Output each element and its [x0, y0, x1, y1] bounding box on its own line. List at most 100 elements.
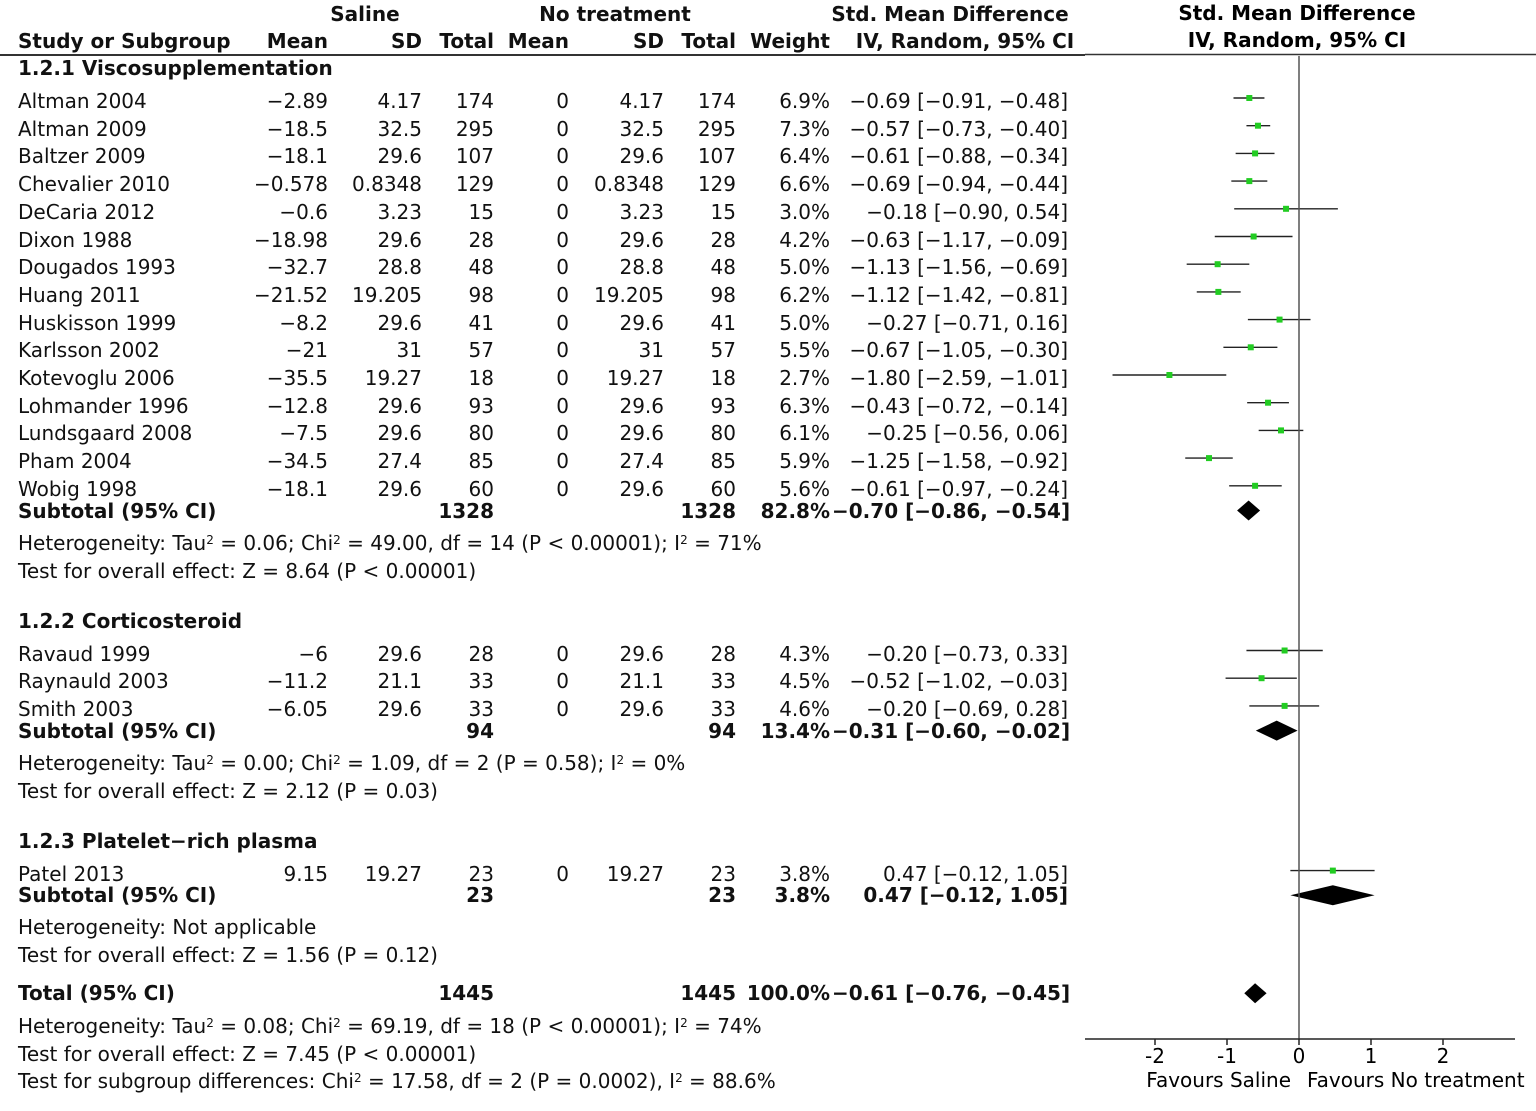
col-sd1-header: SD	[390, 29, 422, 53]
study-weight: 6.1%	[779, 421, 830, 446]
heterogeneity-text: Heterogeneity: Tau2 = 0.06; Chi2 = 49.00…	[18, 530, 762, 555]
col-total2-header: Total	[681, 29, 736, 53]
study-sd2: 29.6	[619, 310, 664, 335]
study-weight: 5.5%	[779, 338, 830, 363]
study-n2: 48	[710, 255, 736, 280]
study-m1: −21.52	[253, 282, 328, 307]
study-sd2: 29.6	[619, 641, 664, 666]
study-m1: −2.89	[266, 89, 328, 113]
total-weight: 100.0%	[746, 981, 830, 1006]
study-n2: 23	[710, 861, 736, 886]
study-n2: 85	[710, 449, 736, 474]
study-m2: 0	[556, 696, 569, 721]
study-m1: −18.1	[266, 476, 328, 501]
study-sd1: 29.6	[377, 227, 422, 252]
study-n1: 33	[468, 669, 494, 694]
study-m2: 0	[556, 116, 569, 141]
subtotal-ci: −0.70 [−0.86, −0.54]	[832, 498, 1071, 523]
subgroup-differences-text: Test for subgroup differences: Chi2 = 17…	[18, 1069, 776, 1094]
group-title: 1.2.2 Corticosteroid	[18, 608, 243, 633]
study-n2: 93	[710, 393, 736, 418]
study-m1: −34.5	[266, 449, 328, 474]
overall-effect-text: Test for overall effect: Z = 1.56 (P = 0…	[18, 943, 438, 968]
study-n1: 48	[468, 255, 494, 280]
x-tick-label: 1	[1365, 1044, 1378, 1068]
study-name: Karlsson 2002	[18, 338, 160, 363]
study-point	[1283, 205, 1290, 212]
study-name: DeCaria 2012	[18, 199, 156, 224]
col-sd2-header: SD	[632, 29, 664, 53]
study-ci: −0.69 [−0.94, −0.44]	[849, 172, 1068, 197]
study-ci: −0.43 [−0.72, −0.14]	[849, 393, 1068, 418]
total-diamond	[1244, 983, 1267, 1004]
study-sd1: 19.27	[364, 366, 422, 390]
study-n1: 57	[468, 338, 494, 363]
subtotal-weight: 13.4%	[760, 718, 830, 743]
study-m1: −12.8	[266, 393, 328, 418]
study-sd1: 29.6	[377, 696, 422, 721]
study-sd2: 29.6	[619, 421, 664, 446]
study-ci: −0.57 [−0.73, −0.40]	[849, 116, 1068, 141]
subtotal-label: Subtotal (95% CI)	[18, 498, 217, 523]
study-m1: 9.15	[283, 861, 328, 886]
study-n1: 28	[468, 641, 494, 666]
effect-header: Std. Mean Difference	[831, 2, 1069, 26]
study-sd2: 19.205	[594, 282, 664, 307]
study-ci: −0.67 [−1.05, −0.30]	[849, 338, 1068, 363]
study-name: Huskisson 1999	[18, 310, 177, 335]
study-sd1: 32.5	[377, 116, 422, 141]
study-n2: 28	[710, 227, 736, 252]
study-m1: −32.7	[266, 255, 328, 280]
study-name: Ravaud 1999	[18, 641, 151, 666]
study-n1: 174	[455, 89, 494, 113]
study-sd2: 3.23	[619, 199, 664, 224]
forest-table: Saline No treatment Std. Mean Difference…	[0, 2, 1085, 1094]
study-ci: −1.12 [−1.42, −0.81]	[849, 282, 1068, 307]
study-m1: −0.6	[279, 199, 328, 224]
study-sd1: 3.23	[377, 199, 422, 224]
study-point	[1276, 316, 1283, 323]
x-tick-label: 2	[1437, 1044, 1450, 1068]
study-weight: 6.4%	[779, 144, 830, 169]
study-weight: 6.9%	[779, 89, 830, 113]
study-m2: 0	[556, 393, 569, 418]
study-sd2: 4.17	[619, 89, 664, 113]
group2-header: No treatment	[539, 2, 691, 26]
study-m1: −35.5	[266, 366, 328, 390]
study-n2: 129	[697, 172, 736, 197]
subtotal-diamond	[1290, 885, 1375, 906]
study-ci: −0.27 [−0.71, 0.16]	[866, 310, 1068, 335]
study-point	[1247, 344, 1254, 351]
study-sd1: 0.8348	[352, 172, 422, 197]
study-point	[1246, 178, 1253, 185]
study-sd1: 21.1	[377, 669, 422, 694]
study-weight: 4.3%	[779, 641, 830, 666]
study-sd2: 31	[638, 338, 664, 363]
subtotal-n2: 23	[708, 883, 736, 908]
study-m1: −21	[285, 338, 328, 363]
study-n1: 28	[468, 227, 494, 252]
study-weight: 3.0%	[779, 199, 830, 224]
col-mean1-header: Mean	[266, 29, 328, 53]
study-m1: −0.578	[253, 172, 328, 197]
study-point	[1215, 288, 1222, 295]
subtotal-label: Subtotal (95% CI)	[18, 718, 217, 743]
study-m1: −7.5	[279, 421, 328, 446]
study-sd1: 27.4	[377, 449, 422, 474]
study-name: Dixon 1988	[18, 227, 133, 252]
study-n1: 107	[455, 144, 494, 169]
study-n1: 18	[468, 366, 494, 390]
subtotal-ci: −0.31 [−0.60, −0.02]	[832, 718, 1071, 743]
plot-subtitle: IV, Random, 95% CI	[1188, 28, 1406, 52]
study-m2: 0	[556, 861, 569, 886]
subtotal-n2: 1328	[680, 498, 736, 523]
study-n2: 174	[697, 89, 736, 113]
study-weight: 7.3%	[779, 116, 830, 141]
study-weight: 4.6%	[779, 696, 830, 721]
subtotal-ci: 0.47 [−0.12, 1.05]	[863, 883, 1068, 908]
subtotal-n1: 1328	[438, 498, 494, 523]
study-sd2: 29.6	[619, 476, 664, 501]
study-point	[1254, 122, 1261, 129]
study-m2: 0	[556, 476, 569, 501]
study-ci: −0.69 [−0.91, −0.48]	[849, 89, 1068, 113]
